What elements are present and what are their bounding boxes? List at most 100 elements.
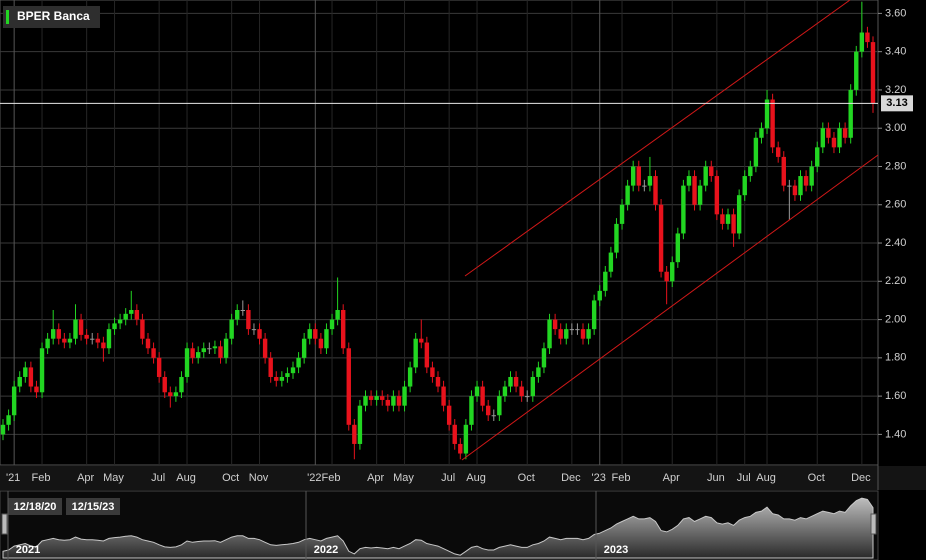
y-tick-label: 3.20 — [885, 84, 906, 96]
candle-body — [134, 310, 140, 320]
candle-body — [803, 176, 809, 186]
candle-body — [569, 329, 575, 331]
candle-body — [168, 392, 173, 397]
candle-body — [368, 396, 374, 400]
x-tick-label: Jul — [441, 472, 455, 484]
candle-body — [575, 329, 580, 331]
candle-body — [106, 329, 112, 349]
candle-body — [792, 185, 798, 196]
candle-body — [513, 376, 519, 387]
candle-body — [815, 147, 820, 167]
candles — [0, 1, 876, 460]
candle-body — [787, 185, 792, 187]
candle-body — [463, 424, 469, 454]
navigator-year-label: 2022 — [314, 544, 338, 556]
candle-body — [525, 396, 530, 398]
candle-body — [458, 443, 463, 454]
candle-body — [798, 176, 803, 196]
candle-body — [212, 346, 218, 349]
candle-body — [34, 386, 39, 393]
candle-body — [229, 319, 234, 339]
candle-body — [725, 214, 731, 224]
candle-body — [296, 357, 301, 368]
x-tick-label: '21 — [6, 472, 20, 484]
candle-body — [848, 89, 853, 138]
x-axis-band — [0, 466, 926, 490]
candle-body — [675, 233, 681, 263]
candle-body — [870, 42, 876, 104]
candle-body — [240, 310, 246, 311]
candle-body — [223, 338, 229, 358]
x-tick-label: May — [103, 472, 124, 484]
x-tick-label: Feb — [612, 472, 631, 484]
legend-label: BPER Banca — [17, 9, 90, 23]
candle-body — [731, 214, 736, 234]
candle-body — [324, 329, 329, 349]
candle-body — [753, 137, 759, 167]
candle-body — [419, 338, 424, 343]
candle-body — [179, 376, 184, 393]
last-price-label: 3.13 — [886, 97, 907, 109]
plot-area — [0, 0, 879, 466]
legend-box — [3, 6, 100, 28]
candle-body — [56, 329, 61, 339]
y-tick-label: 3.60 — [885, 7, 906, 19]
candle-body — [748, 166, 753, 177]
y-tick-label: 1.80 — [885, 352, 906, 364]
candle-body — [714, 176, 720, 215]
candle-body — [129, 310, 134, 314]
x-tick-label: Apr — [367, 472, 384, 484]
x-tick-label: Apr — [77, 472, 94, 484]
candle-body — [17, 376, 22, 387]
channel-upper — [464, 0, 851, 277]
candle-body — [257, 329, 262, 339]
candle-body — [435, 376, 441, 387]
x-tick-label: Dec — [851, 472, 871, 484]
candle-body — [603, 271, 608, 291]
candle-body — [485, 405, 491, 416]
candle-body — [591, 300, 597, 330]
candle-body — [262, 338, 268, 358]
candle-body — [173, 392, 179, 397]
candle-body — [62, 338, 67, 343]
candle-body — [720, 214, 725, 224]
navigator: 12/18/20 12/15/23 2021 2022 2023 — [0, 490, 879, 560]
x-tick-label: Feb — [32, 472, 51, 484]
x-tick-label: Aug — [176, 472, 196, 484]
candle-body — [162, 376, 167, 393]
candle-body — [117, 319, 123, 324]
candle-body — [608, 252, 614, 272]
candle-body — [112, 323, 117, 330]
navigator-handle — [1, 513, 8, 535]
candle-body — [636, 166, 641, 186]
candle-body — [195, 352, 201, 358]
candle-body — [380, 396, 385, 400]
candle-body — [491, 415, 496, 417]
x-tick-label: Jul — [737, 472, 751, 484]
candle-body — [625, 185, 630, 205]
candle-body — [313, 329, 318, 339]
candle-body — [547, 319, 552, 349]
candle-body — [78, 319, 84, 335]
candle-body — [28, 367, 34, 387]
candle-body — [775, 147, 781, 157]
navigator-area — [2, 497, 874, 559]
candle-body — [101, 342, 106, 349]
candle-body — [686, 176, 692, 186]
x-tick-label: Feb — [322, 472, 341, 484]
candle-body — [826, 128, 831, 138]
candle-body — [703, 166, 708, 186]
candle-body — [391, 396, 396, 406]
candle-body — [497, 396, 502, 416]
candle-body — [736, 195, 742, 234]
x-tick-label: '23 — [592, 472, 606, 484]
candle-body — [84, 334, 89, 339]
candle-body — [407, 367, 413, 387]
candle-body — [502, 386, 508, 397]
candle-body — [586, 329, 591, 339]
candle-body — [290, 367, 296, 374]
y-tick-label: 1.40 — [885, 428, 906, 440]
candle-body — [519, 386, 524, 397]
candle-body — [301, 338, 307, 358]
x-tick-label: Dec — [561, 472, 581, 484]
